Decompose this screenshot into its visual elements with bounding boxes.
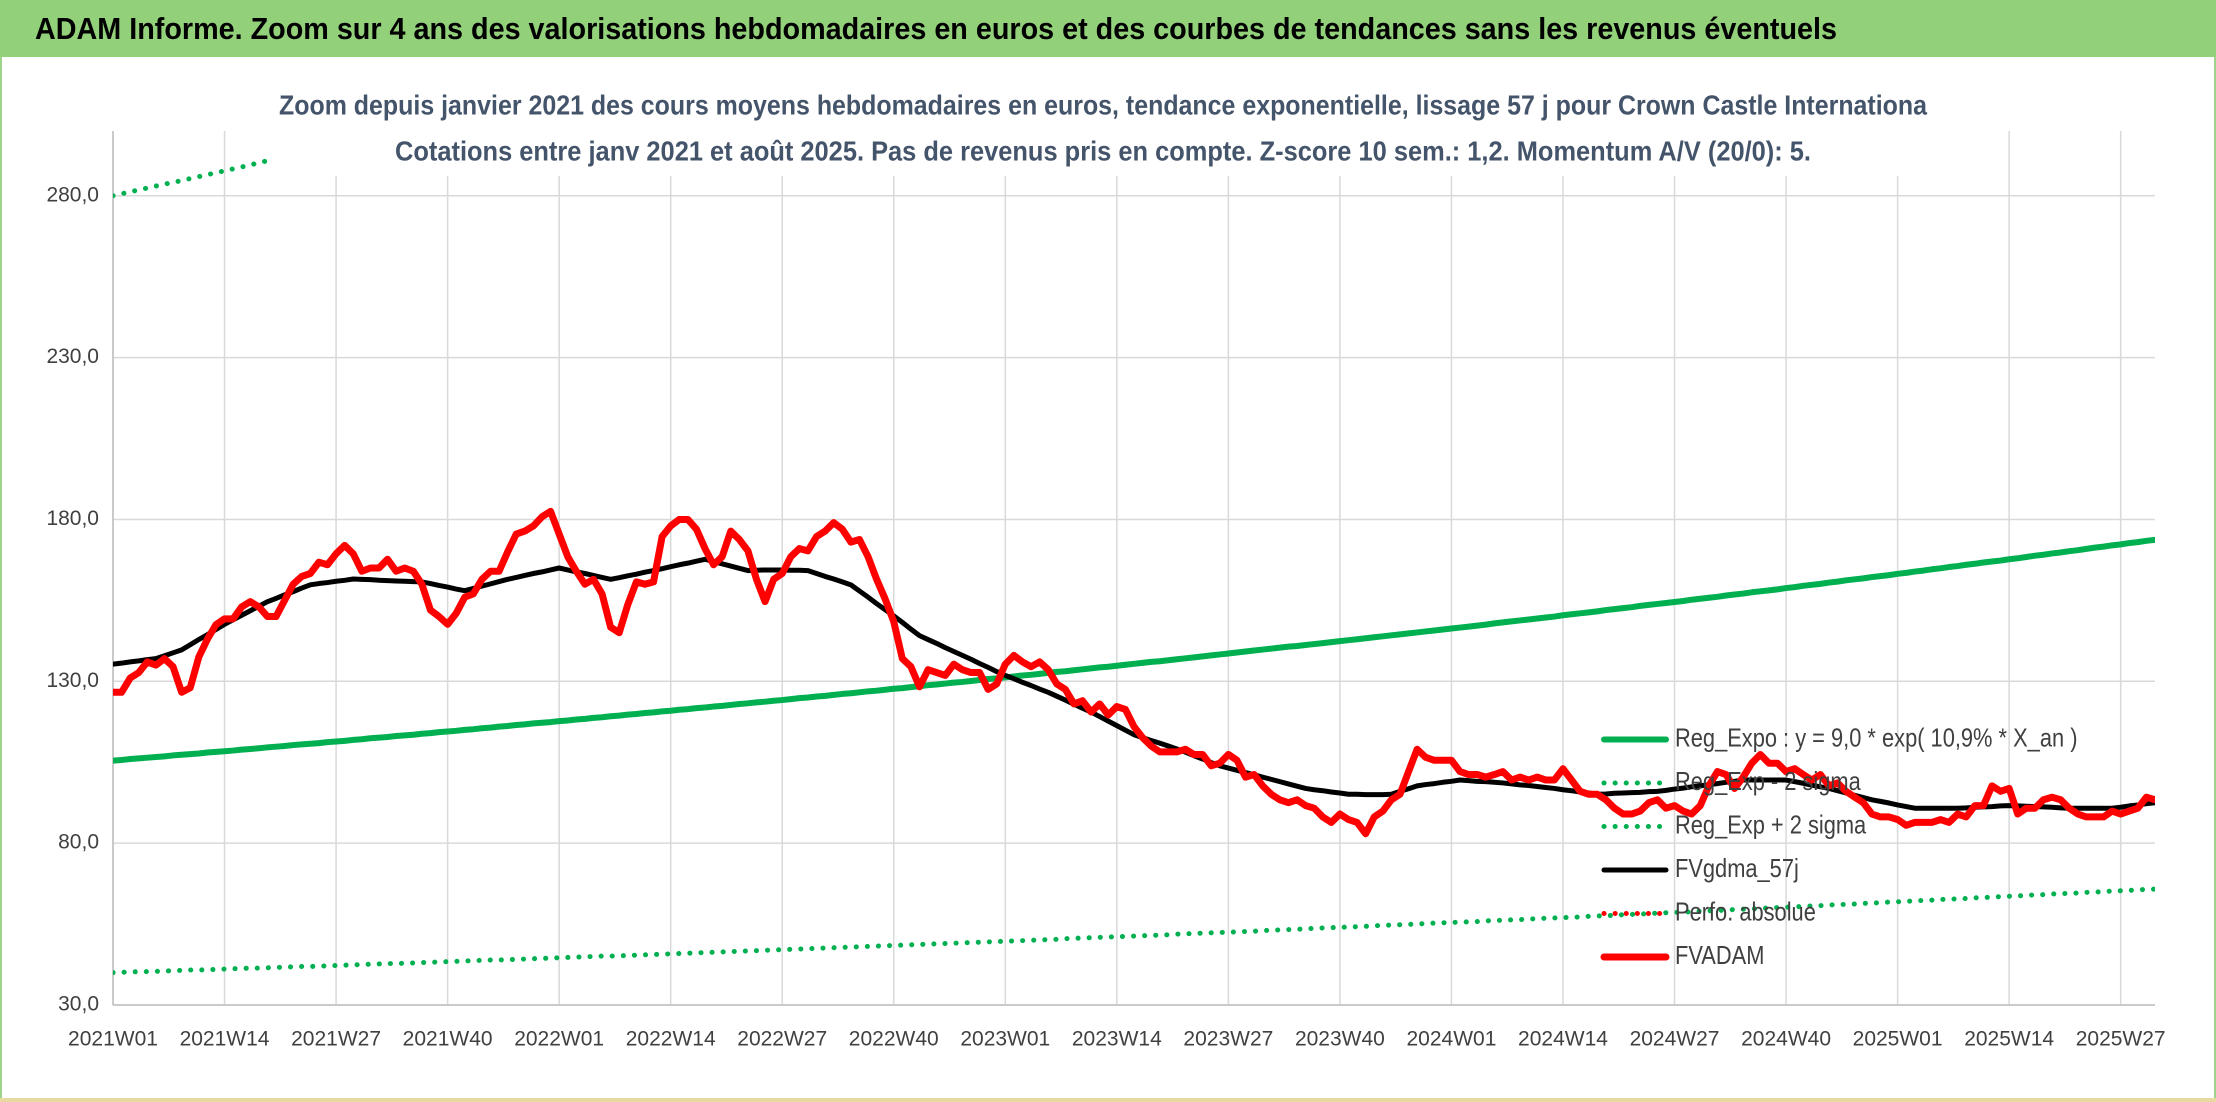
x-tick-label: 2024W27 <box>1630 1028 1720 1051</box>
x-tick-label: 2021W01 <box>68 1028 158 1051</box>
legend-label: Perfo. absolue <box>1675 896 1816 926</box>
legend-label: FVADAM <box>1675 940 1764 970</box>
series-line <box>113 886 2155 976</box>
legend-label: Reg_Exp - 2 sigma <box>1675 766 1861 796</box>
y-tick-label: 80,0 <box>58 831 99 854</box>
chart-title: ADAM Informe. Zoom sur 4 ans des valoris… <box>35 11 1837 46</box>
y-tick-label: 230,0 <box>46 345 99 368</box>
y-tick-label: 180,0 <box>46 507 99 530</box>
x-tick-label: 2025W14 <box>1964 1028 2054 1051</box>
x-tick-label: 2021W14 <box>180 1028 270 1051</box>
subtitle-box <box>268 84 1936 176</box>
x-tick-label: 2022W27 <box>737 1028 827 1051</box>
plot-lines <box>113 131 2155 976</box>
series-line <box>113 556 2155 811</box>
x-tick-label: 2022W01 <box>514 1028 604 1051</box>
x-tick-label: 2025W27 <box>2076 1028 2166 1051</box>
x-tick-label: 2023W14 <box>1072 1028 1162 1051</box>
bottom-strip <box>0 1098 2216 1102</box>
subtitle: Cotations entre janv 2021 et août 2025. … <box>395 135 1811 166</box>
legend-label: FVgdma_57j <box>1675 853 1799 883</box>
legend-label: Reg_Expo : y = 9,0 * exp( 10,9% * X_an ) <box>1675 722 2077 752</box>
y-tick-label: 30,0 <box>58 993 99 1016</box>
x-tick-label: 2023W40 <box>1295 1028 1385 1051</box>
legend-label: Reg_Exp + 2 sigma <box>1675 809 1867 839</box>
x-tick-label: 2021W27 <box>291 1028 381 1051</box>
x-tick-label: 2025W01 <box>1853 1028 1943 1051</box>
grid: 30,0 80,0 130,0 180,0 230,0 280,0 2021W01 2021W… <box>46 131 2166 1051</box>
x-tick-label: 2023W27 <box>1183 1028 1273 1051</box>
y-tick-label: 130,0 <box>46 669 99 692</box>
x-tick-label: 2024W14 <box>1518 1028 1608 1051</box>
x-tick-label: 2023W01 <box>960 1028 1050 1051</box>
y-tick-label: 280,0 <box>46 183 99 206</box>
legend: Reg_Expo : y = 9,0 * exp( 10,9% * X_an )… <box>1600 722 2077 970</box>
x-tick-label: 2021W40 <box>403 1028 493 1051</box>
x-tick-label: 2022W40 <box>849 1028 939 1051</box>
banner <box>0 0 2216 57</box>
x-tick-label: 2024W40 <box>1741 1028 1831 1051</box>
subtitle: Zoom depuis janvier 2021 des cours moyen… <box>279 89 1927 120</box>
series-line <box>113 536 2155 764</box>
x-tick-label: 2024W01 <box>1407 1028 1497 1051</box>
x-tick-label: 2022W14 <box>626 1028 716 1051</box>
series-line <box>113 507 2155 838</box>
